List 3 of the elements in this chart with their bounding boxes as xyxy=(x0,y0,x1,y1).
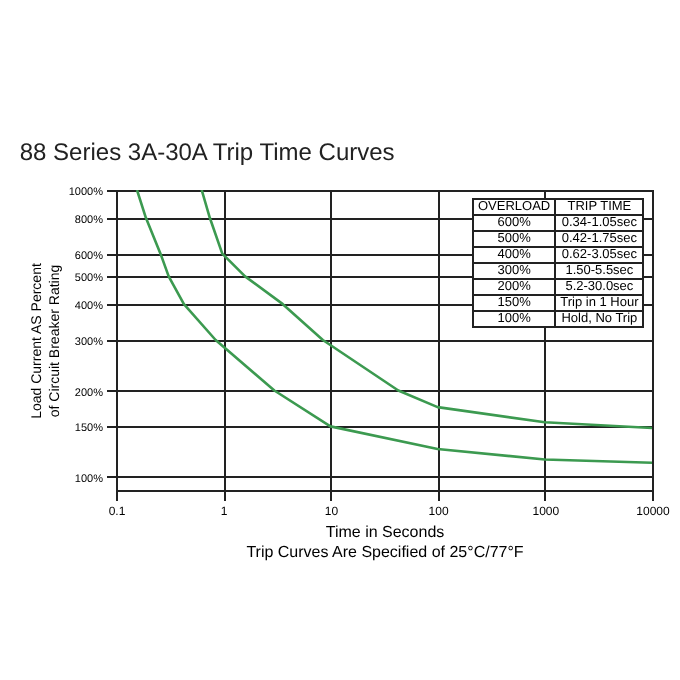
chart-title: 88 Series 3A-30A Trip Time Curves xyxy=(19,138,395,166)
text: Trip Curves Are Specified of 25°C/77°F xyxy=(246,543,524,561)
x-axis-title: Time in Seconds xyxy=(325,523,445,541)
